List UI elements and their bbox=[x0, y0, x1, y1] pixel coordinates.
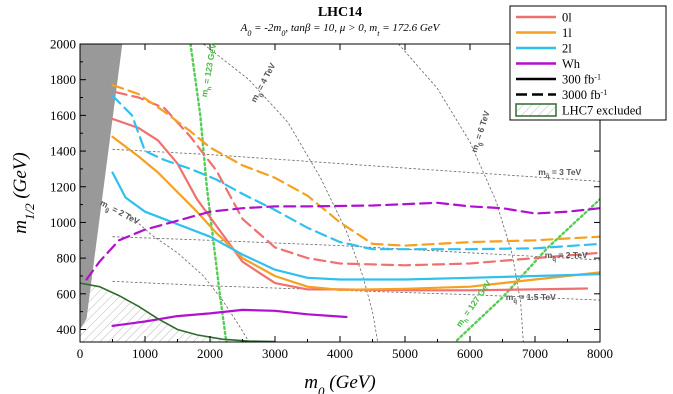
contour-squark-2tev bbox=[112, 236, 600, 261]
contour-label: mq̃ = 2 TeV bbox=[545, 250, 588, 263]
curve-0l-solid bbox=[111, 117, 589, 292]
legend-swatch bbox=[515, 103, 557, 117]
legend-label: LHC7 excluded bbox=[562, 104, 642, 118]
legend-label: 3000 fb-1 bbox=[562, 88, 607, 103]
x-tick-label: 3000 bbox=[262, 346, 288, 361]
x-tick-label: 2000 bbox=[197, 346, 223, 361]
y-tick-label: 800 bbox=[57, 251, 77, 266]
chart-subtitle: A0 = -2m0, tanβ = 10, μ > 0, mt = 172.6 … bbox=[240, 22, 441, 38]
y-tick-label: 1400 bbox=[50, 144, 76, 159]
contour-label: mg̃ = 6 TeV bbox=[469, 109, 495, 154]
contour-label: mq̃ = 1.5 TeV bbox=[506, 292, 556, 305]
contour-label: mg̃ = 2 TeV bbox=[97, 198, 141, 230]
contour-label: mq̃ = 3 TeV bbox=[538, 167, 581, 180]
y-tick-label: 600 bbox=[57, 286, 77, 301]
axis-ticks: 0 1000 2000 3000 4000 5000 6000 7000 8000 400 600 8… bbox=[50, 37, 613, 362]
contour-label: mg̃ = 4 TeV bbox=[248, 61, 280, 105]
legend-label: 1l bbox=[562, 26, 572, 40]
x-axis-label: m0 (GeV) bbox=[304, 372, 375, 394]
curve-2l-solid bbox=[111, 171, 600, 281]
x-tick-label: 8000 bbox=[587, 346, 613, 361]
x-tick-label: 5000 bbox=[392, 346, 418, 361]
curve-wh-solid bbox=[111, 308, 348, 327]
curve-2l-dashed bbox=[111, 94, 600, 251]
x-tick-label: 0 bbox=[77, 346, 84, 361]
legend-label: Wh bbox=[562, 57, 581, 71]
y-tick-label: 1800 bbox=[50, 72, 76, 87]
curve-0l-dashed bbox=[114, 91, 600, 267]
y-tick-label: 1200 bbox=[50, 179, 76, 194]
x-tick-label: 4000 bbox=[327, 346, 353, 361]
theory-excluded-region bbox=[80, 44, 123, 330]
curve-1l-solid bbox=[111, 135, 600, 291]
higgs-mass-contours bbox=[189, 44, 600, 342]
legend-label: 2l bbox=[562, 42, 572, 56]
legend-label: 300 fb-1 bbox=[562, 72, 601, 87]
y-tick-label: 1600 bbox=[50, 108, 76, 123]
curve-wh-dashed bbox=[85, 201, 600, 281]
legend-label: 0l bbox=[562, 11, 572, 25]
contour-squark-15tev bbox=[112, 280, 600, 301]
y-tick-label: 1000 bbox=[50, 215, 76, 230]
y-tick-label: 2000 bbox=[50, 37, 76, 52]
lhc7-boundary bbox=[80, 282, 276, 342]
contour-label: mh = 123 GeV bbox=[199, 42, 221, 98]
contour-squark-3tev bbox=[112, 148, 600, 182]
contour-gluino-6tev bbox=[398, 44, 524, 342]
reach-curves bbox=[85, 83, 600, 327]
plot-area: 0 1000 2000 3000 4000 5000 6000 7000 8000 400 600 8… bbox=[50, 37, 613, 362]
higgs-127-contour bbox=[455, 198, 600, 342]
x-tick-label: 7000 bbox=[522, 346, 548, 361]
lhc7-excluded-region bbox=[80, 283, 275, 342]
mass-contours bbox=[112, 44, 600, 342]
higgs-123-contour bbox=[189, 44, 228, 342]
chart-title: LHC14 bbox=[318, 5, 362, 20]
x-tick-label: 6000 bbox=[457, 346, 483, 361]
curve-1l-dashed bbox=[111, 83, 600, 247]
x-tick-label: 1000 bbox=[132, 346, 158, 361]
y-tick-label: 400 bbox=[57, 322, 77, 337]
y-axis-label: m1/2 (GeV) bbox=[10, 152, 37, 234]
contour-gluino-2tev bbox=[125, 211, 250, 342]
